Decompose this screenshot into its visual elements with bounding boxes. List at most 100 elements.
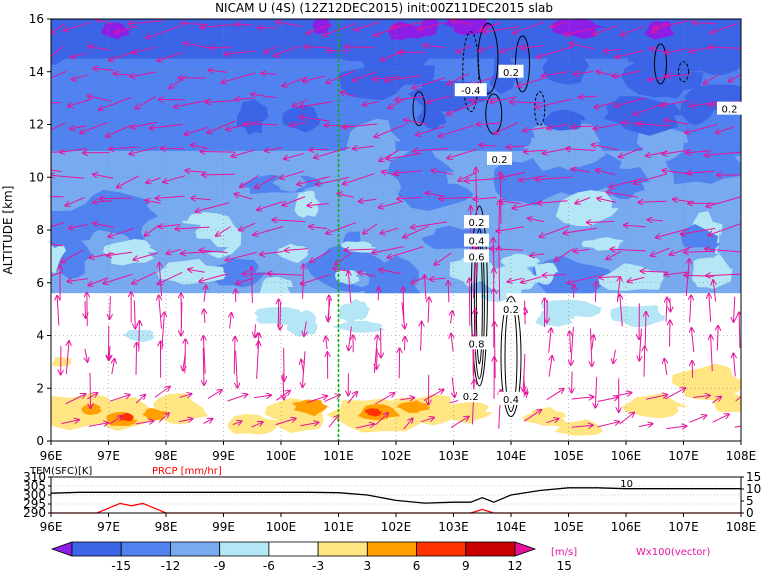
wind-vector	[207, 120, 236, 133]
wind-vector	[230, 313, 232, 329]
colorbar-tick-label: -15	[111, 559, 131, 573]
wind-vector	[451, 20, 471, 26]
wind-vector	[337, 194, 354, 198]
wind-vector	[202, 174, 235, 175]
wind-vector	[597, 198, 617, 203]
shade-cell	[610, 305, 665, 327]
wind-vector	[448, 281, 449, 303]
contour-label-box	[458, 389, 484, 403]
wind-vector	[413, 148, 449, 151]
y-tick-label: 8	[36, 223, 44, 237]
wind-vector	[283, 196, 306, 206]
wind-vector	[555, 247, 574, 261]
contour-downdraft	[678, 61, 689, 83]
wind-vector	[206, 101, 236, 103]
wind-vector	[87, 393, 97, 400]
wind-vector	[208, 70, 228, 72]
wind-vector	[236, 24, 253, 25]
wind-vector	[68, 99, 91, 107]
wind-vector	[183, 353, 185, 370]
wind-vector	[264, 45, 279, 52]
wind-vector	[397, 197, 422, 199]
wind-vector	[712, 414, 729, 423]
colorbar-tick-label: 3	[364, 559, 372, 573]
wind-vector	[430, 278, 446, 279]
wind-vector	[285, 249, 309, 251]
colorbar-box	[268, 541, 319, 557]
wind-vector	[689, 415, 707, 423]
wind-vector	[666, 75, 691, 76]
wind-vector	[240, 175, 259, 188]
wind-vector	[733, 354, 735, 377]
wind-vector	[167, 248, 181, 253]
right-tick-label: 5	[746, 494, 754, 508]
wind-vector	[146, 200, 161, 203]
wind-vector	[90, 372, 91, 408]
wind-vector	[284, 152, 305, 159]
contour-label: 0.4	[469, 237, 485, 248]
bottom-x-tick-label: 100E	[266, 520, 297, 534]
wind-vector	[599, 277, 619, 278]
wind-vector	[301, 274, 330, 284]
shade-cell	[213, 258, 266, 288]
wind-vector	[450, 417, 469, 429]
wind-vector	[280, 170, 305, 178]
wind-vector	[439, 125, 474, 137]
wind-vector	[344, 249, 374, 250]
wind-vector	[60, 148, 87, 153]
wind-vector	[51, 271, 63, 277]
shade-cell	[387, 145, 455, 194]
wind-vector	[645, 312, 646, 347]
wind-vector	[130, 71, 156, 77]
wind-vector	[574, 72, 594, 75]
wind-vector	[72, 74, 88, 80]
wind-vector	[595, 376, 596, 408]
y-tick-label: 10	[29, 170, 44, 184]
wind-vector	[536, 177, 572, 180]
wind-vector	[705, 151, 741, 155]
wind-vector	[705, 249, 741, 253]
y-tick-label: 2	[36, 381, 44, 395]
wind-vector	[613, 393, 632, 397]
wind-vector	[418, 22, 446, 29]
wind-vector	[145, 224, 160, 236]
wind-vector	[109, 395, 130, 402]
wind-vector	[596, 170, 615, 176]
wind-vector	[739, 313, 740, 349]
colorbar-box	[170, 541, 221, 557]
bottom-x-tick-label: 107E	[668, 520, 699, 534]
contour-updraft	[500, 296, 522, 418]
bottom-x-axis: 96E 97E 98E 99E 100E 101E 102E 103E 104E 105E 106E…	[40, 513, 756, 534]
wind-vector	[712, 397, 721, 404]
wind-vector	[499, 246, 500, 301]
wind-vector	[261, 73, 277, 74]
wind-vector	[65, 394, 86, 405]
wind-vector	[85, 301, 86, 318]
wind-vector	[335, 252, 352, 265]
wind-vector	[191, 198, 211, 200]
shade-cell	[598, 263, 664, 291]
wind-vector	[203, 347, 204, 385]
wind-vector	[394, 171, 423, 173]
contour-label: 0.8	[469, 339, 485, 350]
wind-vector	[538, 201, 568, 204]
wind-vector	[387, 152, 422, 159]
wind-vector	[326, 222, 356, 234]
wind-vector	[158, 271, 183, 284]
wind-vector	[132, 271, 156, 283]
wind-vector	[359, 199, 377, 201]
wind-vector	[328, 299, 330, 321]
wind-vector	[327, 70, 355, 83]
wind-vector	[661, 100, 690, 106]
wind-vector	[624, 225, 646, 227]
wind-vector	[685, 123, 718, 133]
colorbar-box	[219, 541, 270, 557]
colorbar-unit: [m/s]	[551, 547, 577, 558]
wind-vector	[690, 295, 692, 323]
wind-vector	[469, 279, 470, 326]
wind-vector	[479, 45, 495, 51]
wind-vector	[51, 169, 62, 172]
wind-vector	[434, 252, 452, 265]
shade-cell	[335, 270, 360, 285]
wind-vector	[426, 95, 451, 103]
